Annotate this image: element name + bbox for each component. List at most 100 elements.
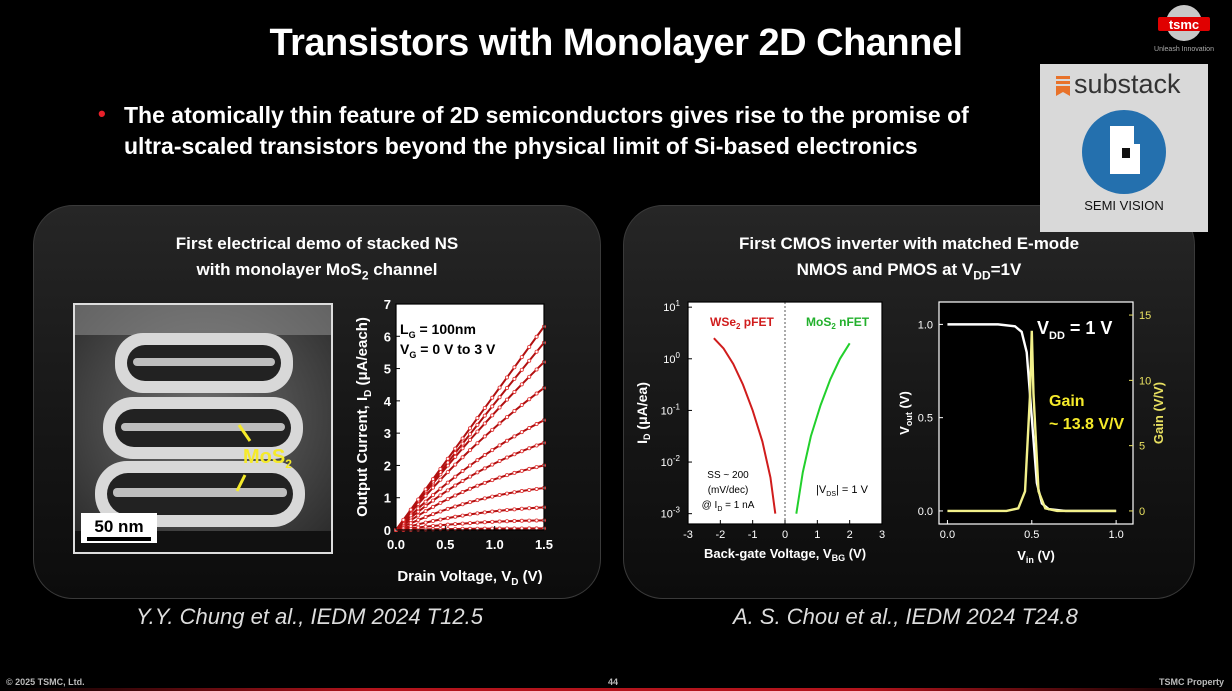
output-point: [519, 355, 524, 360]
output-point: [482, 434, 487, 439]
output-point: [453, 462, 458, 467]
output-point: [460, 441, 465, 446]
mos2-arrow-up: [237, 424, 252, 442]
output-point: [475, 422, 480, 427]
right-reference: A. S. Chou et al., IEDM 2024 T24.8: [733, 604, 1078, 629]
output-point: [416, 522, 421, 527]
output-point: [497, 493, 502, 498]
output-point: [534, 349, 539, 354]
left-panel-title: First electrical demo of stacked NS with…: [34, 231, 600, 288]
transfer-curve-chart: -3 -2 -1 0 1 2 3 101 100 10-1 10-2 10-3 WSe2 pFET M…: [634, 299, 885, 563]
output-point: [490, 509, 495, 514]
output-point: [512, 389, 517, 394]
output-point: [497, 405, 502, 410]
substack-brand: substack: [1074, 69, 1181, 99]
output-point: [423, 499, 428, 504]
output-point: [482, 496, 487, 501]
right-title-line-2: NMOS and PMOS at VDD=1V: [796, 260, 1022, 283]
output-point: [460, 521, 465, 526]
chart2-legend-wse2: WSe2 pFET: [710, 315, 774, 331]
output-point: [497, 508, 502, 513]
output-point: [504, 491, 509, 496]
footer-copyright: © 2025 TSMC, Ltd.: [6, 677, 85, 687]
output-point: [438, 509, 443, 514]
output-point: [527, 518, 532, 523]
chart2-xtick-label: -2: [715, 529, 725, 541]
chart1-frame: [395, 303, 545, 531]
output-point: [527, 506, 532, 511]
output-point: [497, 395, 502, 400]
nanosheet-stack: [95, 333, 305, 527]
output-point: [460, 469, 465, 474]
chart2-xtick-label: -1: [748, 529, 758, 541]
chart1-xtick-label: 0.5: [436, 537, 454, 552]
output-point: [527, 446, 532, 451]
output-point: [445, 470, 450, 475]
chart2-xtick-label: -3: [683, 529, 693, 541]
output-point: [475, 470, 480, 475]
chart2-ytick-label: 10-2: [661, 454, 681, 469]
output-point: [490, 395, 495, 400]
chart2-ss-1: SS ~ 200: [707, 470, 749, 481]
output-point: [519, 430, 524, 435]
output-point: [460, 478, 465, 483]
right-panel-title: First CMOS inverter with matched E-mode …: [624, 231, 1194, 288]
logo-tagline: Unleash Innovation: [1154, 46, 1214, 53]
output-point: [519, 468, 524, 473]
right-title-line-1: First CMOS inverter with matched E-mode: [738, 234, 1080, 253]
output-point: [468, 500, 473, 505]
output-point: [431, 519, 436, 524]
output-point: [475, 429, 480, 434]
output-point: [534, 391, 539, 396]
output-point: [519, 449, 524, 454]
output-point: [490, 478, 495, 483]
chart1-ytick-label: 7: [384, 297, 391, 312]
output-point: [423, 504, 428, 509]
output-point: [490, 519, 495, 524]
chart2-ylabel: ID (μA/ea): [634, 382, 652, 444]
output-point: [519, 506, 524, 511]
output-point: [453, 474, 458, 479]
output-point: [490, 404, 495, 409]
output-point: [416, 518, 421, 523]
bullet-line-2: ultra-scaled transistors beyond the phys…: [124, 133, 918, 159]
chart1-ytick-label: 4: [384, 394, 392, 409]
output-point: [445, 506, 450, 511]
output-point: [423, 487, 428, 492]
chart3-ytick-label: 0.0: [918, 506, 933, 518]
output-point: [512, 490, 517, 495]
output-point: [482, 466, 487, 471]
output-point: [401, 517, 406, 522]
output-point: [482, 510, 487, 515]
output-point: [460, 502, 465, 507]
chart3-y2tick-label: 10: [1139, 375, 1151, 387]
chart3-vdd: VDD = 1 V: [1037, 318, 1112, 342]
output-point: [475, 483, 480, 488]
chart2-xtick-label: 1: [814, 529, 820, 541]
chart1-plot-area: [396, 304, 544, 530]
output-point: [423, 515, 428, 520]
output-point: [519, 382, 524, 387]
output-point: [534, 422, 539, 427]
output-point: [490, 427, 495, 432]
footer-accent-line: [0, 688, 1232, 691]
output-point: [504, 375, 509, 380]
chart1-ytick-label: 3: [384, 426, 391, 441]
output-point: [490, 413, 495, 418]
output-point: [416, 497, 421, 502]
output-point: [534, 443, 539, 448]
output-point: [512, 376, 517, 381]
output-point: [497, 458, 502, 463]
output-point: [519, 518, 524, 523]
chart2-ytick-label: 100: [663, 351, 680, 366]
chart1-xtick-label: 1.0: [486, 537, 504, 552]
chart2-xtick-label: 3: [879, 529, 885, 541]
output-point: [482, 453, 487, 458]
chart3-ylabel: Vout (V): [897, 391, 914, 435]
output-point: [475, 498, 480, 503]
output-point: [512, 409, 517, 414]
slide-title: Transistors with Monolayer 2D Channel: [269, 22, 963, 64]
output-point: [497, 443, 502, 448]
output-point: [423, 509, 428, 514]
output-point: [431, 477, 436, 482]
